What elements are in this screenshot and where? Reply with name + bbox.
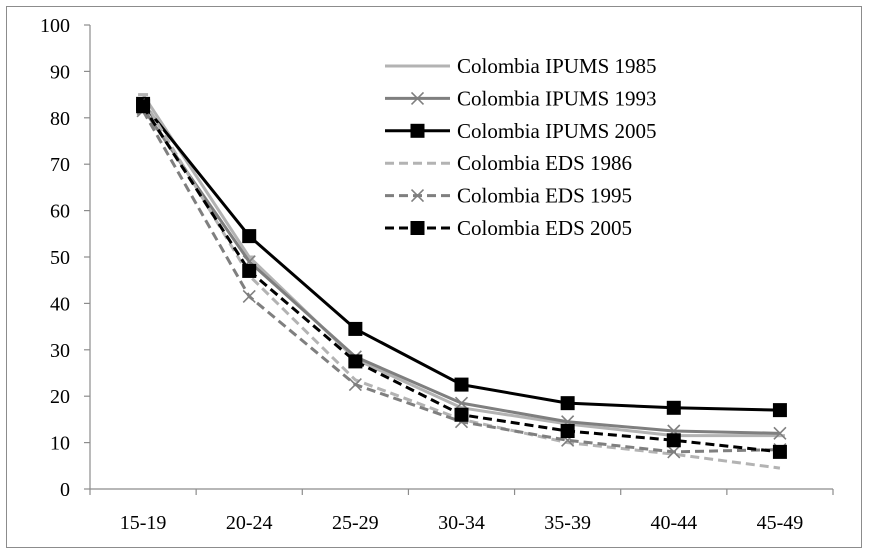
x-tick-label: 25-29 (332, 512, 379, 534)
data-point-square (454, 377, 469, 392)
data-point-square (772, 403, 787, 418)
x-tick-label: 15-19 (120, 512, 167, 534)
legend-label: Colombia IPUMS 1985 (457, 54, 657, 78)
data-point-x (348, 378, 362, 392)
data-point-square (666, 400, 681, 415)
x-tick-label: 35-39 (544, 512, 591, 534)
data-point-square (560, 396, 575, 411)
legend-label: Colombia IPUMS 2005 (457, 119, 657, 143)
legend-item: Colombia IPUMS 1985 (385, 54, 657, 78)
data-point-square (410, 123, 425, 138)
x-tick-label: 20-24 (226, 512, 273, 534)
data-point-square (348, 354, 363, 369)
x-tick-label: 30-34 (438, 512, 485, 534)
series-6 (136, 99, 787, 459)
y-tick-label: 80 (50, 108, 70, 130)
data-point-square (348, 321, 363, 336)
x-tick-label: 40-44 (650, 512, 697, 534)
y-tick-label: 100 (40, 15, 70, 37)
legend-item: Colombia EDS 1986 (385, 151, 632, 175)
y-tick-label: 70 (50, 154, 70, 176)
data-point-x (410, 91, 425, 105)
data-point-x (773, 426, 787, 440)
data-point-square (136, 99, 151, 114)
data-point-x-stroke (410, 91, 425, 105)
data-point-x (454, 396, 469, 410)
chart-frame (6, 6, 862, 548)
y-tick-label: 40 (50, 293, 70, 315)
legend-item: Colombia EDS 1995 (385, 184, 632, 208)
data-point-x (410, 189, 425, 203)
legend-label: Colombia EDS 2005 (457, 216, 632, 240)
legend-label: Colombia IPUMS 1993 (457, 86, 657, 110)
data-point-x-stroke (667, 445, 681, 459)
data-point-x-stroke (773, 426, 787, 440)
y-tick-label: 10 (50, 433, 70, 455)
legend-item: Colombia IPUMS 2005 (385, 119, 657, 143)
legend: Colombia IPUMS 1985 Colombia IPUMS 1993 Co… (385, 54, 657, 240)
data-point-square (242, 263, 257, 278)
legend-label: Colombia EDS 1986 (457, 151, 632, 175)
x-tick-label: 45-49 (757, 512, 804, 534)
legend-item: Colombia EDS 2005 (385, 216, 632, 240)
y-tick-label: 50 (50, 247, 70, 269)
data-point-square (242, 229, 257, 244)
legend-label: Colombia EDS 1995 (457, 184, 632, 208)
data-point-x (242, 289, 256, 304)
axes: 0 10 20 30 40 50 60 70 80 90 100 15-19 20-24 25-29 30-… (40, 15, 834, 534)
y-tick-label: 60 (50, 201, 70, 223)
data-point-square (772, 444, 787, 459)
data-point-square (410, 221, 425, 235)
y-tick-label: 20 (50, 386, 70, 408)
data-point-x-stroke (454, 396, 469, 410)
y-tick-label: 90 (50, 61, 70, 83)
y-tick-label: 0 (60, 479, 70, 501)
data-point-x-stroke (348, 378, 362, 392)
legend-item: Colombia IPUMS 1993 (385, 86, 657, 110)
data-point-x-stroke (410, 189, 425, 203)
data-point-x (667, 445, 681, 459)
data-point-square (560, 424, 575, 438)
series-layer (136, 93, 787, 470)
data-point-x-stroke (242, 289, 256, 304)
series-3 (136, 96, 787, 418)
y-tick-label: 30 (50, 340, 70, 362)
data-point-square (454, 407, 469, 422)
data-point-square (666, 433, 681, 448)
